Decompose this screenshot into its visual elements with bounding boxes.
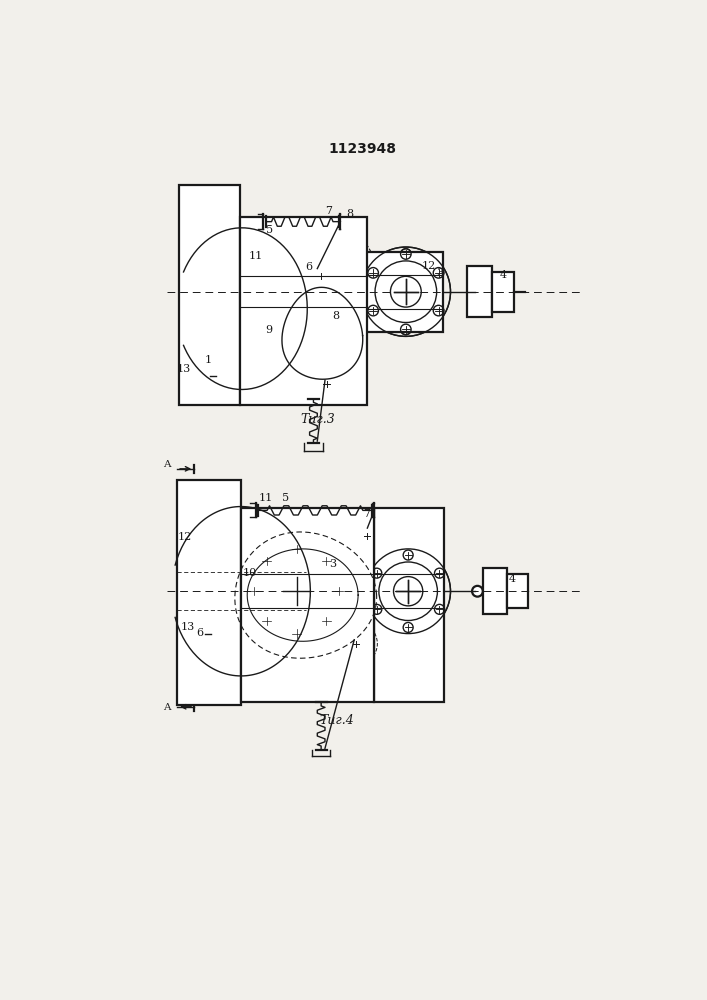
Text: 12: 12: [177, 532, 192, 542]
Text: 12: 12: [421, 261, 436, 271]
Text: A: A: [163, 460, 171, 469]
Circle shape: [352, 640, 360, 647]
Circle shape: [363, 532, 371, 540]
Bar: [177, 480, 241, 705]
Bar: [373, 508, 444, 702]
Text: 7: 7: [363, 509, 370, 519]
Text: 4: 4: [500, 270, 507, 280]
Text: 1123948: 1123948: [328, 142, 396, 156]
Text: 4: 4: [508, 574, 515, 584]
Circle shape: [317, 272, 325, 280]
Bar: [483, 568, 508, 614]
Text: 9: 9: [265, 325, 272, 335]
Text: 6: 6: [197, 628, 204, 638]
Bar: [508, 574, 527, 608]
Text: 6: 6: [305, 262, 313, 272]
Bar: [241, 508, 373, 702]
Text: Τиг.4: Τиг.4: [319, 714, 354, 727]
Bar: [240, 217, 368, 405]
Circle shape: [472, 586, 483, 597]
Text: 11: 11: [259, 493, 273, 503]
Circle shape: [322, 380, 330, 388]
Text: 8: 8: [346, 209, 353, 219]
Text: 3: 3: [329, 559, 336, 569]
Bar: [467, 266, 492, 317]
Text: Τиг.3: Τиг.3: [300, 413, 334, 426]
Text: 8: 8: [332, 311, 339, 321]
Text: 10: 10: [243, 568, 257, 578]
Text: A: A: [163, 703, 171, 712]
Text: 13: 13: [176, 364, 191, 374]
Circle shape: [207, 372, 219, 384]
Bar: [492, 272, 514, 312]
Text: 11: 11: [249, 251, 263, 261]
Text: 5: 5: [282, 493, 289, 503]
Text: 7: 7: [325, 206, 332, 216]
Text: 13: 13: [181, 622, 195, 632]
Circle shape: [201, 630, 214, 642]
Text: 3: 3: [436, 268, 443, 278]
Text: 1: 1: [205, 355, 212, 365]
Bar: [179, 185, 240, 405]
Bar: [366, 252, 443, 332]
Text: 5: 5: [266, 225, 273, 235]
